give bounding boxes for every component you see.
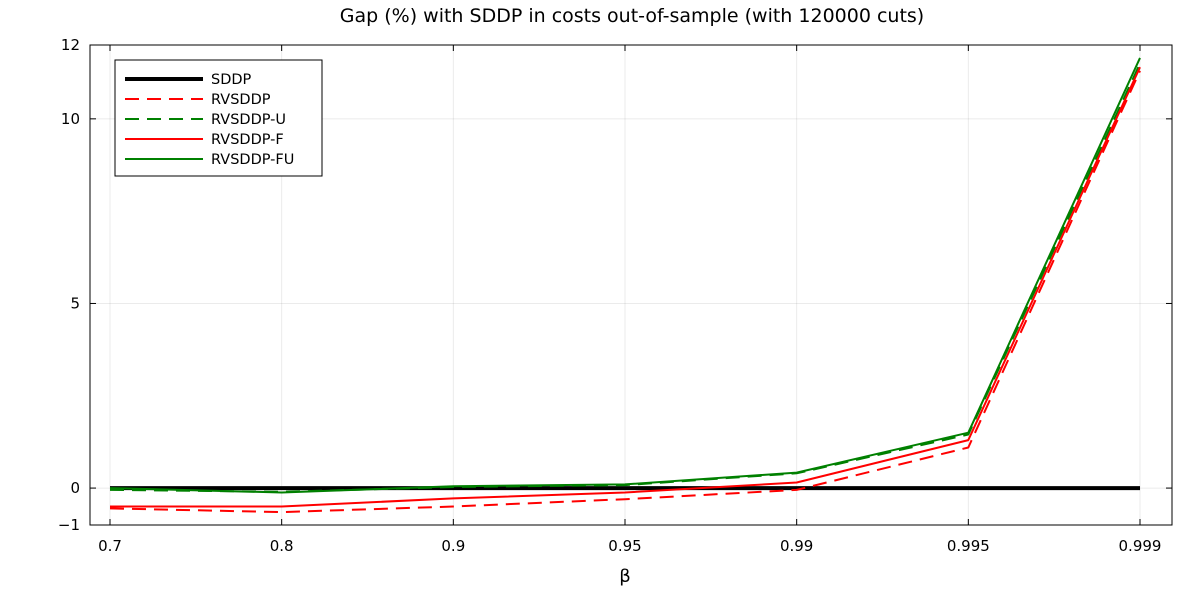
series-line-rvsddp [109,70,1141,514]
series-line-rvsddp-f [110,66,1141,508]
y-tick-label: 12 [61,36,80,54]
plot-frame [89,44,1173,526]
legend-label: RVSDDP-FU [211,152,294,168]
series-line-rvsddp-fu [109,57,1141,494]
x-tick-label: 0.99 [780,537,813,555]
x-tick-label: 0.95 [608,537,641,555]
y-tick-label: −1 [58,516,80,534]
x-tick-label: 0.995 [947,537,990,555]
y-tick-label: 5 [70,294,80,312]
x-tick-label: 0.8 [270,537,294,555]
x-axis-ticks: 0.7 0.8 0.9 0.95 0.99 0.995 0.999 [98,45,1161,555]
legend-label: RVSDDP [211,92,271,108]
legend-label: RVSDDP-F [211,132,284,148]
x-tick-label: 0.7 [98,537,122,555]
legend-label: RVSDDP-U [211,112,286,128]
y-axis-ticks: −1 0 5 10 12 [58,36,1172,534]
legend-label: SDDP [211,72,252,88]
x-axis-label: β [619,566,631,587]
plot-area-border [89,44,1173,526]
chart-title: Gap (%) with SDDP in costs out-of-sample… [340,5,924,27]
y-tick-label: 10 [61,110,80,128]
y-tick-label: 0 [70,479,80,497]
x-tick-label: 0.9 [441,537,465,555]
legend: SDDP RVSDDP RVSDDP-U RVSDDP-F RVSDDP-FU [114,59,323,177]
x-tick-label: 0.999 [1119,537,1162,555]
series-lines [109,57,1141,514]
